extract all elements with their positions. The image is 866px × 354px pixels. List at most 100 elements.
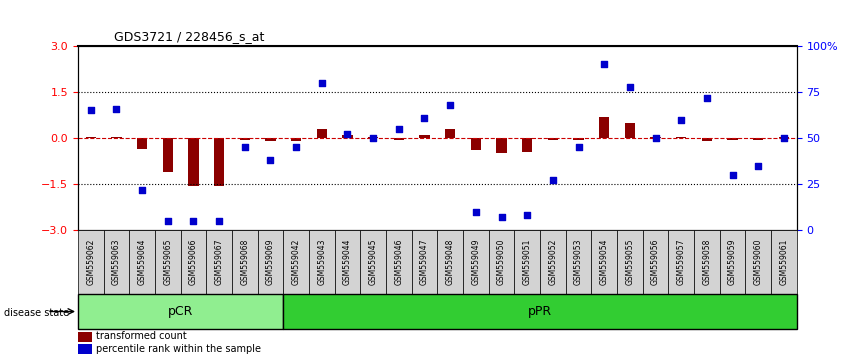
Point: [752, 163, 766, 169]
FancyBboxPatch shape: [565, 230, 591, 294]
Bar: [240, 138, 250, 139]
Point: [135, 187, 149, 193]
Text: GSM559046: GSM559046: [394, 239, 404, 285]
Text: GDS3721 / 228456_s_at: GDS3721 / 228456_s_at: [113, 30, 264, 44]
FancyBboxPatch shape: [232, 230, 258, 294]
FancyBboxPatch shape: [463, 230, 488, 294]
Bar: [368, 137, 378, 138]
FancyBboxPatch shape: [488, 230, 514, 294]
FancyBboxPatch shape: [283, 294, 797, 329]
Text: GSM559062: GSM559062: [87, 239, 95, 285]
Bar: [317, 129, 327, 138]
FancyBboxPatch shape: [283, 230, 309, 294]
FancyBboxPatch shape: [771, 230, 797, 294]
FancyBboxPatch shape: [78, 294, 283, 329]
Text: GSM559049: GSM559049: [471, 239, 481, 285]
FancyBboxPatch shape: [591, 230, 617, 294]
Text: percentile rank within the sample: percentile rank within the sample: [96, 343, 261, 354]
Text: GSM559067: GSM559067: [215, 239, 223, 285]
FancyBboxPatch shape: [129, 230, 155, 294]
FancyBboxPatch shape: [104, 230, 129, 294]
Point: [161, 218, 175, 224]
Point: [777, 135, 791, 141]
Bar: [471, 138, 481, 150]
Text: GSM559058: GSM559058: [702, 239, 711, 285]
Point: [700, 95, 714, 101]
Text: GSM559069: GSM559069: [266, 239, 275, 285]
Text: pCR: pCR: [168, 305, 193, 318]
Text: GSM559055: GSM559055: [625, 239, 635, 285]
Point: [392, 126, 406, 132]
Point: [726, 172, 740, 178]
Bar: [624, 123, 635, 138]
FancyBboxPatch shape: [411, 230, 437, 294]
Point: [572, 144, 585, 150]
Bar: [547, 138, 558, 139]
Bar: [78, 332, 93, 342]
FancyBboxPatch shape: [386, 230, 411, 294]
Bar: [342, 135, 352, 138]
Bar: [522, 138, 533, 152]
Point: [649, 135, 662, 141]
Text: GSM559052: GSM559052: [548, 239, 558, 285]
FancyBboxPatch shape: [309, 230, 334, 294]
FancyBboxPatch shape: [720, 230, 746, 294]
Bar: [650, 137, 661, 138]
Bar: [727, 138, 738, 139]
Text: disease state: disease state: [4, 308, 69, 318]
Text: GSM559057: GSM559057: [676, 239, 686, 285]
Bar: [676, 137, 687, 138]
Point: [494, 215, 508, 220]
FancyBboxPatch shape: [155, 230, 181, 294]
Bar: [753, 138, 763, 139]
Text: GSM559064: GSM559064: [138, 239, 146, 285]
Point: [417, 115, 431, 121]
Bar: [86, 137, 96, 138]
FancyBboxPatch shape: [360, 230, 386, 294]
Point: [289, 144, 303, 150]
FancyBboxPatch shape: [78, 230, 104, 294]
Text: transformed count: transformed count: [96, 331, 187, 341]
Bar: [163, 138, 173, 172]
Point: [598, 62, 611, 67]
Text: GSM559053: GSM559053: [574, 239, 583, 285]
Point: [520, 212, 534, 218]
Bar: [188, 138, 198, 185]
Text: GSM559056: GSM559056: [651, 239, 660, 285]
Text: GSM559048: GSM559048: [446, 239, 455, 285]
Point: [623, 84, 637, 89]
FancyBboxPatch shape: [746, 230, 771, 294]
Point: [546, 178, 559, 183]
Point: [469, 209, 482, 215]
Text: GSM559063: GSM559063: [112, 239, 121, 285]
Point: [315, 80, 329, 86]
Bar: [137, 138, 147, 149]
Point: [212, 218, 226, 224]
Bar: [496, 138, 507, 153]
Text: GSM559065: GSM559065: [164, 239, 172, 285]
FancyBboxPatch shape: [617, 230, 643, 294]
FancyBboxPatch shape: [206, 230, 232, 294]
Bar: [419, 135, 430, 138]
FancyBboxPatch shape: [334, 230, 360, 294]
Text: GSM559061: GSM559061: [779, 239, 788, 285]
Text: GSM559042: GSM559042: [292, 239, 301, 285]
Point: [443, 102, 457, 108]
Point: [186, 218, 200, 224]
Bar: [445, 129, 456, 138]
Text: GSM559066: GSM559066: [189, 239, 198, 285]
FancyBboxPatch shape: [540, 230, 565, 294]
FancyBboxPatch shape: [514, 230, 540, 294]
Bar: [78, 344, 93, 354]
Text: GSM559044: GSM559044: [343, 239, 352, 285]
Point: [84, 108, 98, 113]
Point: [675, 117, 688, 122]
FancyBboxPatch shape: [694, 230, 720, 294]
Bar: [573, 138, 584, 139]
Text: GSM559054: GSM559054: [599, 239, 609, 285]
Bar: [394, 138, 404, 139]
Text: GSM559045: GSM559045: [369, 239, 378, 285]
Text: pPR: pPR: [528, 305, 553, 318]
Bar: [599, 116, 610, 138]
FancyBboxPatch shape: [643, 230, 669, 294]
